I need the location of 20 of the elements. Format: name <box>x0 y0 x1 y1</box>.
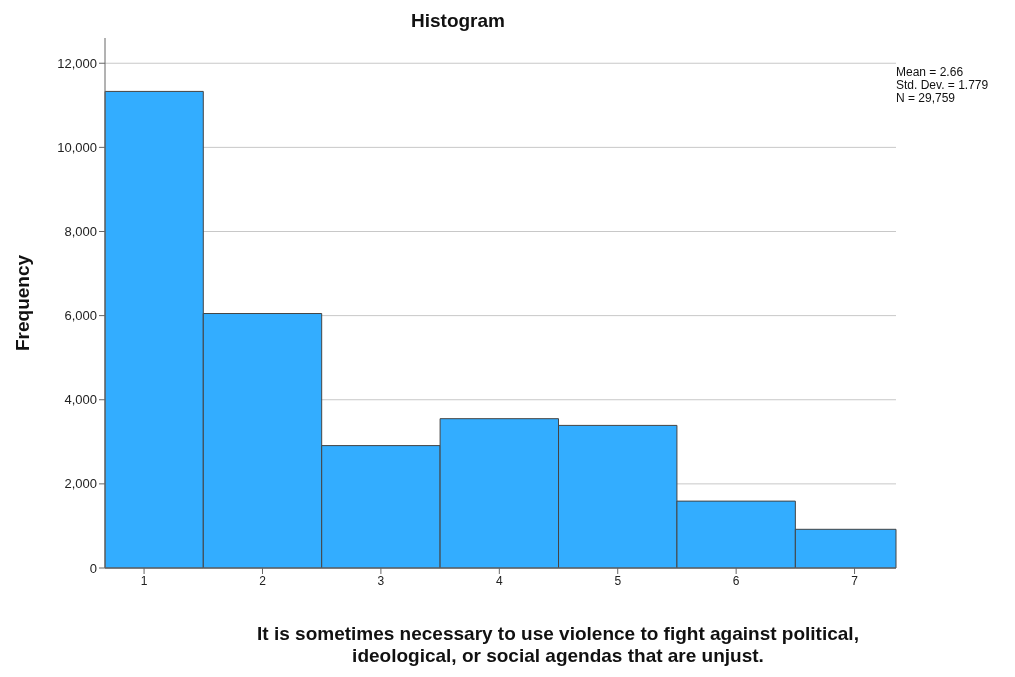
y-tick-label: 4,000 <box>64 392 97 408</box>
x-axis-title: It is sometimes necessary to use violence to fight against political, ideological, or social agendas that are unjust. <box>256 623 860 667</box>
y-tick-label: 0 <box>89 560 97 576</box>
y-tick-label: 6,000 <box>64 308 97 324</box>
y-tick-label: 8,000 <box>64 224 97 240</box>
chart-title: Histogram <box>410 10 506 32</box>
y-tick-label: 10,000 <box>57 139 97 155</box>
x-tick-label: 2 <box>259 573 267 588</box>
x-tick-label: 4 <box>495 573 503 588</box>
annotation: N = 29,759 <box>896 91 957 105</box>
annotation: Mean = 2.66 <box>896 65 965 79</box>
x-tick-label: 1 <box>140 573 148 588</box>
y-axis-title: Frequency <box>11 254 33 352</box>
annotation: Std. Dev. = 1.779 <box>896 78 989 92</box>
x-tick-label: 5 <box>614 573 622 588</box>
y-tick-label: 2,000 <box>64 476 97 492</box>
x-tick-label: 7 <box>851 573 859 588</box>
y-tick-label: 12,000 <box>57 55 97 71</box>
x-tick-label: 6 <box>732 573 740 588</box>
x-tick-label: 3 <box>377 573 385 588</box>
